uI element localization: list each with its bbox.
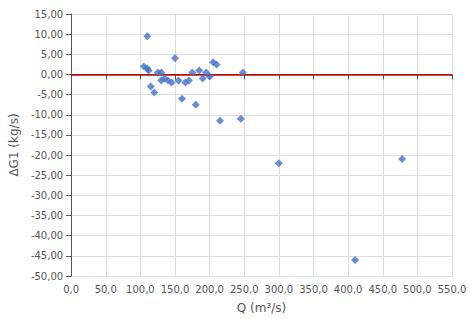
svg-text:-10,00: -10,00 — [31, 109, 63, 120]
svg-text:450,0: 450,0 — [368, 284, 397, 295]
svg-text:350,0: 350,0 — [299, 284, 328, 295]
svg-text:15,00: 15,00 — [34, 9, 63, 20]
svg-text:0,0: 0,0 — [63, 284, 79, 295]
svg-text:-35,00: -35,00 — [31, 210, 63, 221]
svg-text:0,00: 0,00 — [41, 69, 63, 80]
svg-text:-30,00: -30,00 — [31, 190, 63, 201]
svg-text:250,0: 250,0 — [230, 284, 259, 295]
svg-text:550,0: 550,0 — [438, 284, 467, 295]
svg-text:-45,00: -45,00 — [31, 250, 63, 261]
svg-text:-25,00: -25,00 — [31, 170, 63, 181]
svg-text:100,0: 100,0 — [126, 284, 155, 295]
svg-text:400,0: 400,0 — [334, 284, 363, 295]
svg-text:-40,00: -40,00 — [31, 230, 63, 241]
svg-text:300,0: 300,0 — [265, 284, 294, 295]
svg-text:-50,00: -50,00 — [31, 271, 63, 282]
svg-text:10,00: 10,00 — [34, 29, 63, 40]
svg-text:-20,00: -20,00 — [31, 150, 63, 161]
svg-text:-5,00: -5,00 — [37, 89, 63, 100]
svg-text:50,0: 50,0 — [95, 284, 117, 295]
svg-text:5,00: 5,00 — [41, 49, 63, 60]
svg-text:Q (m³/s): Q (m³/s) — [237, 301, 286, 315]
svg-text:200,0: 200,0 — [195, 284, 224, 295]
svg-text:500,0: 500,0 — [403, 284, 432, 295]
svg-text:150,0: 150,0 — [161, 284, 190, 295]
svg-text:ΔG1 (kg/s): ΔG1 (kg/s) — [7, 113, 21, 176]
svg-text:-15,00: -15,00 — [31, 129, 63, 140]
